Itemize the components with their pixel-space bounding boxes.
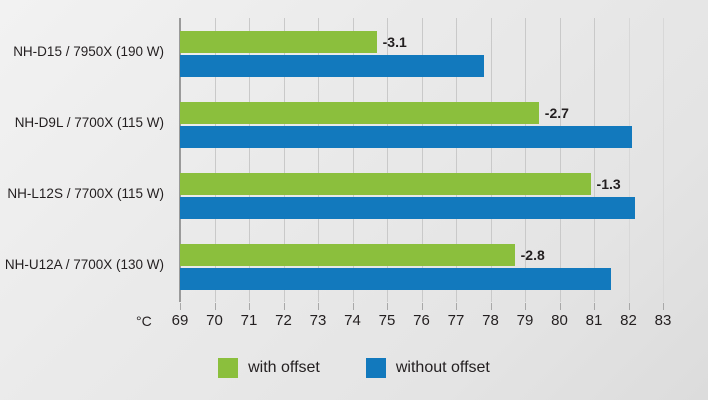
legend-label-without-offset: without offset xyxy=(395,359,490,376)
value-axis-line xyxy=(179,18,181,302)
gridline xyxy=(490,18,492,302)
tick-mark xyxy=(180,303,181,310)
tick-mark xyxy=(387,303,388,310)
category-label: NH-U12A / 7700X (130 W) xyxy=(4,256,164,272)
tick-label: 74 xyxy=(344,312,361,329)
gridline xyxy=(456,18,457,302)
tick-label: 81 xyxy=(585,312,603,329)
gridline xyxy=(352,18,354,302)
gridline xyxy=(594,18,595,302)
bar-without-offset xyxy=(180,125,632,148)
gridline xyxy=(663,18,664,302)
unit-label: °C xyxy=(136,313,152,329)
tick-mark xyxy=(594,303,595,310)
gridline xyxy=(628,18,630,302)
legend-swatch-green-icon xyxy=(218,358,239,378)
gridline xyxy=(283,18,285,302)
tick-mark xyxy=(421,303,423,310)
gridline xyxy=(559,18,561,302)
category-label: NH-L12S / 7700X (115 W) xyxy=(7,185,164,201)
tick-label: 78 xyxy=(482,312,499,329)
tick-mark xyxy=(490,303,492,310)
tick-label: 75 xyxy=(378,312,396,329)
tick-label: 77 xyxy=(447,312,465,329)
bar-value-label: -2.7 xyxy=(544,104,569,121)
bar-with-offset xyxy=(180,172,591,195)
gridline xyxy=(214,18,216,302)
bar-value-label: -2.8 xyxy=(520,246,545,263)
tick-label: 79 xyxy=(516,312,534,329)
tick-mark xyxy=(663,303,664,310)
bar-value-label: -3.1 xyxy=(382,33,407,50)
tick-label: 82 xyxy=(620,312,637,329)
tick-mark xyxy=(456,303,457,310)
category-label: NH-D15 / 7950X (190 W) xyxy=(13,43,164,59)
tick-mark xyxy=(559,303,561,310)
tick-mark xyxy=(249,303,250,310)
tick-label: 73 xyxy=(309,312,327,329)
legend-swatch-blue-icon xyxy=(365,358,386,378)
legend-label-with-offset: with offset xyxy=(248,359,320,376)
tick-label: 72 xyxy=(275,312,292,329)
gridline xyxy=(525,18,526,302)
tick-label: 76 xyxy=(413,312,430,329)
tick-mark xyxy=(628,303,630,310)
tick-label: 71 xyxy=(240,312,258,329)
tick-label: 83 xyxy=(654,312,672,329)
bar-with-offset xyxy=(180,243,515,266)
bar-with-offset xyxy=(180,101,539,124)
bar-without-offset xyxy=(180,196,636,219)
gridline xyxy=(249,18,250,302)
chart-legend: with offset without offset xyxy=(0,358,708,378)
gridline xyxy=(387,18,388,302)
tick-label: 69 xyxy=(171,312,189,329)
gridline xyxy=(421,18,423,302)
legend-item-with-offset[interactable]: with offset xyxy=(218,358,320,378)
tick-mark xyxy=(214,303,216,310)
category-label: NH-D9L / 7700X (115 W) xyxy=(14,114,164,130)
bar-without-offset xyxy=(180,54,484,77)
tick-label: 80 xyxy=(551,312,568,329)
tick-mark xyxy=(318,303,319,310)
gridline xyxy=(318,18,319,302)
bar-value-label: -1.3 xyxy=(596,175,621,192)
tick-label: 70 xyxy=(206,312,223,329)
tick-mark xyxy=(283,303,285,310)
tick-mark xyxy=(525,303,526,310)
tick-mark xyxy=(352,303,354,310)
bar-without-offset xyxy=(180,267,612,290)
bar-with-offset xyxy=(180,30,377,53)
legend-item-without-offset[interactable]: without offset xyxy=(365,358,490,378)
